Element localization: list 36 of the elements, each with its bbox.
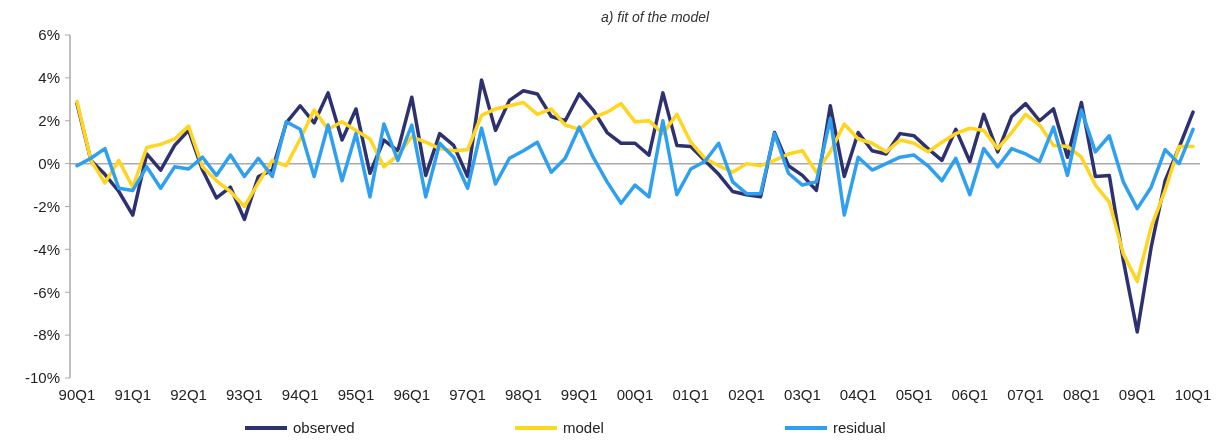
x-tick-label: 96Q1 [393,386,431,403]
y-tick-label: -4% [33,240,60,258]
y-tick-label: 6% [38,26,60,44]
y-tick-label: 0% [38,154,60,172]
x-tick-label: 04Q1 [839,386,877,403]
x-tick-label: 90Q1 [58,386,96,403]
x-tick-label: 10Q1 [1174,386,1212,403]
x-tick-label: 97Q1 [449,386,486,403]
x-tick-label: 92Q1 [170,386,207,403]
x-tick-label: 99Q1 [560,386,598,403]
x-tick-label: 94Q1 [281,386,319,403]
y-tick-label: 4% [38,69,60,87]
chart-title: a) fit of the model [600,9,710,25]
legend-label: residual [833,419,886,436]
x-tick-label: 93Q1 [226,386,263,403]
y-tick-label: -10% [24,369,60,387]
line-series [75,99,1195,284]
y-tick-label: -8% [33,326,60,344]
x-tick-label: 91Q1 [114,386,152,403]
legend-label: observed [293,419,355,436]
x-tick-label: 06Q1 [951,386,989,403]
x-tick-label: 98Q1 [505,386,542,403]
x-tick-label: 09Q1 [1118,386,1156,403]
x-tick-label: 01Q1 [672,386,710,403]
x-tick-label: 95Q1 [337,386,375,403]
x-tick-label: 02Q1 [728,386,765,403]
x-tick-label: 08Q1 [1063,386,1100,403]
x-tick-label: 03Q1 [784,386,821,403]
y-tick-label: -6% [33,283,60,301]
legend-label: model [563,419,604,436]
y-tick-label: -2% [33,197,60,215]
y-tick-label: 2% [38,112,60,129]
x-tick-label: 00Q1 [616,386,654,403]
line-series [75,108,1195,217]
x-tick-label: 05Q1 [895,386,933,403]
x-tick-label: 07Q1 [1007,386,1044,403]
